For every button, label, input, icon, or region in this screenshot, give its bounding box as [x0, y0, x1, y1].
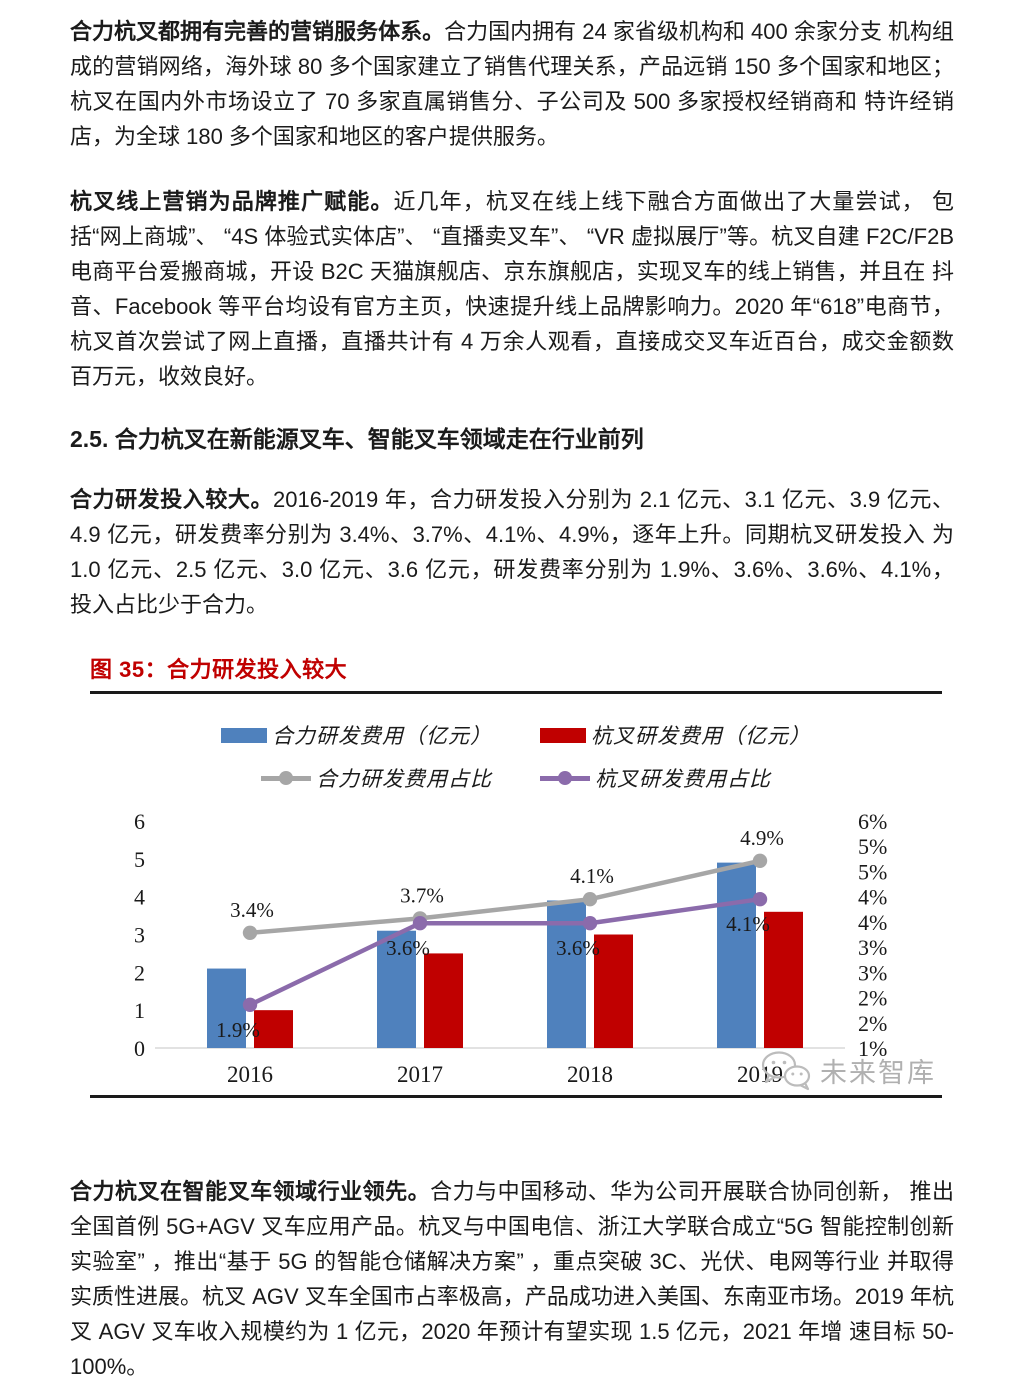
figure-bottom-rule: [90, 1095, 942, 1098]
right-axis-tick: 5%: [858, 834, 887, 859]
legend-row-lines: 合力研发费用占比 杭叉研发费用占比: [261, 763, 771, 793]
legend-item-heli-rd-ratio: 合力研发费用占比: [261, 763, 492, 793]
data-label-hangcha-ratio-2017: 3.6%: [386, 936, 430, 960]
legend-swatch-hangcha-bar: [540, 727, 586, 743]
right-axis-tick: 1%: [858, 1036, 887, 1061]
paragraph-marketing-network: 合力杭叉都拥有完善的营销服务体系。合力国内拥有 24 家省级机构和 400 余家…: [70, 14, 954, 154]
paragraph-smart-forklift: 合力杭叉在智能叉车领域行业领先。合力与中国移动、华为公司开展联合协同创新， 推出…: [70, 1174, 954, 1384]
paragraph-text-rd-investment: 2016-2019 年，合力研发投入分别为 2.1 亿元、3.1 亿元、3.9 …: [70, 487, 954, 617]
left-axis-tick: 3: [134, 923, 145, 948]
left-axis-tick: 4: [134, 885, 145, 910]
paragraph-lead-smart-forklift: 合力杭叉在智能叉车领域行业领先。: [70, 1179, 431, 1204]
wechat-watermark-icon: [761, 1051, 811, 1091]
paragraph-lead-marketing-network: 合力杭叉都拥有完善的营销服务体系。: [70, 19, 445, 44]
figure-top-rule: [90, 691, 942, 694]
legend-swatch-heli-line: [261, 771, 311, 785]
bar-hangcha-2017: [424, 953, 463, 1048]
paragraph-text-online-marketing: 近几年，杭叉在线上线下融合方面做出了大量尝试， 包括“网上商城”、 “4S 体验…: [70, 189, 954, 389]
figure-caption: 图 35：合力研发投入较大: [90, 657, 348, 682]
paragraph-text-smart-forklift: 合力与中国移动、华为公司开展联合协同创新， 推出全国首例 5G+AGV 叉车应用…: [70, 1179, 954, 1379]
data-label-heli-ratio-2019: 4.9%: [740, 826, 784, 850]
data-label-heli-ratio-2016: 3.4%: [230, 898, 274, 922]
figure-35: 图 35：合力研发投入较大 合力研发费用（亿元） 杭叉研发费用（亿元） 合力研发…: [90, 652, 942, 1098]
bar-heli-2019: [717, 862, 756, 1048]
right-axis-tick: 3%: [858, 960, 887, 985]
left-axis-tick: 0: [134, 1036, 145, 1061]
line-hangcha-ratio: [249, 896, 761, 1007]
legend-label-heli-line: 合力研发费用占比: [316, 767, 492, 791]
bar-hangcha-2018: [594, 934, 633, 1048]
line-heli-ratio: [249, 858, 761, 936]
marker-heli-ratio-2018: [582, 892, 598, 907]
chart-legend: 合力研发费用（亿元） 杭叉研发费用（亿元） 合力研发费用占比 杭叉研发费用占比: [90, 694, 942, 801]
x-axis-label-2016: 2016: [227, 1062, 273, 1087]
chart-canvas: 6 5 4 3 2 1 0 6% 5% 5% 4% 4% 3% 3% 2% 2% 1% 3.4% 3.7% 4.1% 4…: [90, 801, 942, 1093]
data-label-hangcha-ratio-2016: 1.9%: [216, 1018, 260, 1042]
x-axis-label-2019: 2019: [737, 1062, 783, 1087]
right-axis-tick: 3%: [858, 935, 887, 960]
legend-item-hangcha-rd-expense: 杭叉研发费用（亿元）: [540, 720, 811, 750]
bar-heli-2016: [207, 968, 246, 1048]
left-axis-tick: 5: [134, 847, 145, 872]
legend-row-bars: 合力研发费用（亿元） 杭叉研发费用（亿元）: [221, 720, 811, 750]
marker-hangcha-ratio-2016: [242, 997, 258, 1012]
legend-swatch-heli-bar: [221, 727, 267, 743]
watermark: 未来智库: [759, 1049, 936, 1091]
left-axis-tick: 1: [134, 998, 145, 1023]
legend-item-hangcha-rd-ratio: 杭叉研发费用占比: [540, 763, 771, 793]
section-heading-2-5: 2.5. 合力杭叉在新能源叉车、智能叉车领域走在行业前列: [70, 426, 644, 452]
right-axis-tick: 6%: [858, 809, 887, 834]
bar-hangcha-2019: [764, 911, 803, 1048]
legend-label-hangcha-bar: 杭叉研发费用（亿元）: [591, 724, 811, 748]
paragraph-text-marketing-network: 合力国内拥有 24 家省级机构和 400 余家分支 机构组成的营销网络，海外球 …: [70, 19, 954, 149]
left-axis-tick: 6: [134, 809, 145, 834]
data-label-heli-ratio-2017: 3.7%: [400, 883, 444, 907]
rd-investment-chart: 65432106%5%5%4%4%3%3%2%2%1%3.4%3.7%4.1%4…: [134, 809, 887, 1087]
paragraph-online-marketing: 杭叉线上营销为品牌推广赋能。近几年，杭叉在线上线下融合方面做出了大量尝试， 包括…: [70, 184, 954, 394]
marker-hangcha-ratio-2019: [752, 892, 768, 907]
watermark-text: 未来智库: [820, 1057, 936, 1088]
legend-dot-hangcha: [558, 771, 572, 785]
right-axis-tick: 4%: [858, 910, 887, 935]
legend-swatch-hangcha-line: [540, 771, 590, 785]
data-label-hangcha-ratio-2019: 4.1%: [726, 912, 770, 936]
right-axis-tick: 4%: [858, 885, 887, 910]
marker-hangcha-ratio-2018: [582, 916, 598, 931]
legend-label-hangcha-line: 杭叉研发费用占比: [595, 767, 771, 791]
legend-dot-heli: [279, 771, 293, 785]
paragraph-lead-rd-investment: 合力研发投入较大。: [70, 487, 274, 512]
x-axis-label-2018: 2018: [567, 1062, 613, 1087]
paragraph-rd-investment: 合力研发投入较大。2016-2019 年，合力研发投入分别为 2.1 亿元、3.…: [70, 482, 954, 622]
legend-label-heli-bar: 合力研发费用（亿元）: [272, 724, 492, 748]
data-label-heli-ratio-2018: 4.1%: [570, 864, 614, 888]
marker-heli-ratio-2016: [242, 925, 258, 940]
right-axis-tick: 2%: [858, 1011, 887, 1036]
legend-item-heli-rd-expense: 合力研发费用（亿元）: [221, 720, 492, 750]
bar-heli-2017: [377, 930, 416, 1048]
marker-hangcha-ratio-2017: [412, 916, 428, 931]
right-axis-tick: 2%: [858, 986, 887, 1011]
data-label-hangcha-ratio-2018: 3.6%: [556, 936, 600, 960]
right-axis-tick: 5%: [858, 859, 887, 884]
paragraph-lead-online-marketing: 杭叉线上营销为品牌推广赋能。: [70, 189, 394, 214]
left-axis-tick: 2: [134, 960, 145, 985]
bar-hangcha-2016: [254, 1010, 293, 1048]
marker-heli-ratio-2019: [752, 853, 768, 868]
x-axis-label-2017: 2017: [397, 1062, 443, 1087]
